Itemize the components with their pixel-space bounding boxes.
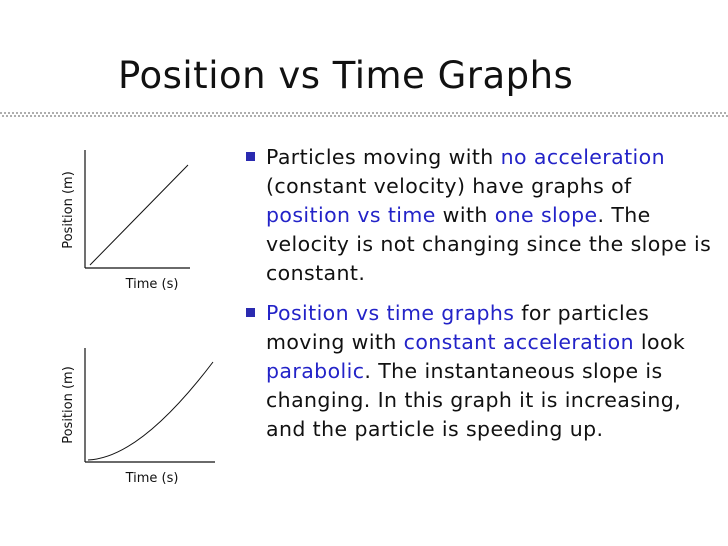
bullet: Position vs time graphs for particles mo… <box>246 299 721 444</box>
highlighted-term: one slope <box>494 203 598 227</box>
bullet-text: for particles moving with <box>266 301 650 354</box>
y-axis-label: Position (m) <box>61 171 76 249</box>
bullet-list: Particles moving with no acceleration (c… <box>246 143 721 455</box>
parabolic-curve <box>87 361 214 461</box>
x-axis-label: Time (s) <box>125 277 179 292</box>
bullet-text: look <box>634 330 686 354</box>
highlighted-term: constant acceleration <box>403 330 634 354</box>
highlighted-term: position vs time <box>266 203 436 227</box>
graph-parabolic <box>84 348 215 463</box>
highlighted-term: no acceleration <box>500 145 665 169</box>
bullet: Particles moving with no acceleration (c… <box>246 143 721 288</box>
graph-linear <box>84 150 190 269</box>
bullet-text: (constant velocity) have graphs of <box>266 174 632 198</box>
x-axis-label: Time (s) <box>125 471 179 486</box>
bullet-text: with <box>435 203 495 227</box>
bullet-text: . The velocity is not changing since the… <box>266 203 712 285</box>
title-rule <box>0 112 728 118</box>
highlighted-term: parabolic <box>266 359 365 383</box>
bullet-text: . The instantaneous slope is changing. I… <box>266 359 682 441</box>
y-axis-label: Position (m) <box>61 366 76 444</box>
slide-title: Position vs Time Graphs <box>118 54 574 97</box>
bullet-text: Particles moving with <box>266 145 501 169</box>
highlighted-term: Position vs time graphs <box>266 301 515 325</box>
linear-curve <box>89 164 189 266</box>
